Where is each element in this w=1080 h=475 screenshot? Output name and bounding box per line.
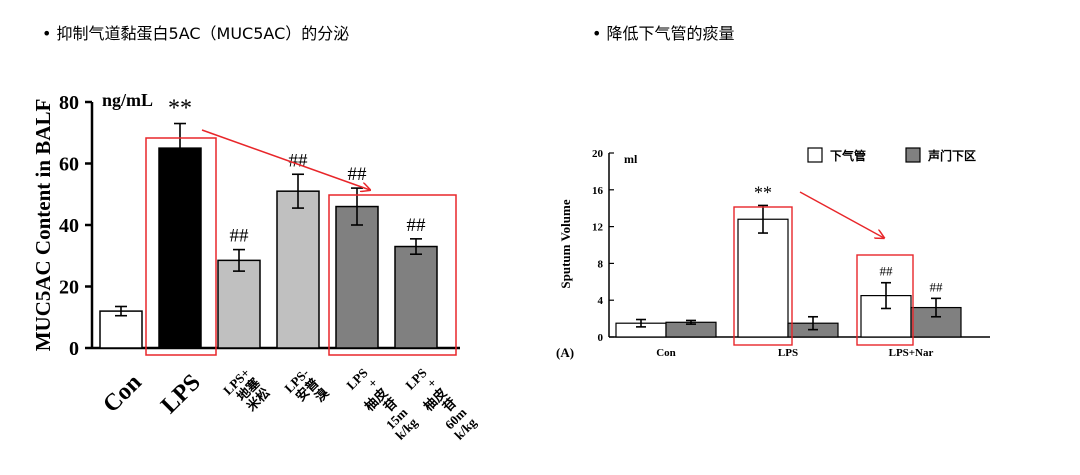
highlight-box-lps — [733, 206, 793, 346]
unit-label: ml — [624, 152, 638, 166]
error-bar — [233, 248, 245, 272]
legend-label: 声门下区 — [927, 148, 976, 163]
bar — [737, 218, 789, 338]
error-bar — [686, 319, 696, 325]
error-bar — [808, 315, 818, 331]
significance-label: ** — [754, 182, 772, 202]
significance-label: ## — [348, 164, 368, 185]
bar — [394, 245, 438, 349]
y-tick-label: 60 — [59, 154, 79, 176]
significance-label: ## — [230, 226, 250, 247]
y-tick-label: 0 — [598, 332, 604, 344]
x-tick-label: LPS+Nar — [889, 347, 934, 359]
x-tick-label: LPS — [778, 347, 798, 359]
bar — [276, 190, 320, 349]
legend-label: 下气管 — [830, 148, 866, 163]
error-bar — [636, 318, 646, 328]
y-tick-label: 8 — [598, 258, 604, 270]
error-bar — [758, 204, 768, 234]
legend-swatch — [905, 147, 921, 163]
bar — [158, 147, 202, 349]
y-tick-label: 20 — [592, 148, 604, 160]
y-tick-label: 16 — [592, 185, 604, 197]
red-arrow — [201, 129, 370, 190]
error-bar — [174, 122, 186, 174]
red-arrow — [799, 191, 884, 238]
y-tick-label: 0 — [69, 338, 79, 360]
muc5ac-chart: 0 20 40 60 80 ng/mL MUC5AC Content in BALF ** ##… — [31, 90, 480, 443]
error-bar — [931, 297, 941, 318]
y-tick-label: 4 — [598, 295, 604, 307]
error-bar — [410, 238, 422, 256]
error-bar — [881, 281, 891, 310]
right-heading: • 降低下气管的痰量 — [592, 24, 735, 43]
error-bar — [115, 305, 127, 317]
bar — [99, 310, 143, 349]
highlight-box-naringin — [328, 194, 457, 356]
y-axis-label: MUC5AC Content in BALF — [31, 99, 55, 352]
y-tick-label: 12 — [592, 222, 604, 234]
y-tick-label: 80 — [59, 92, 79, 114]
y-tick-label: 20 — [59, 277, 79, 299]
left-heading: • 抑制气道黏蛋白5AC（MUC5AC）的分泌 — [42, 24, 350, 43]
significance-label: ## — [930, 279, 944, 294]
x-tick-label: Con — [656, 347, 676, 359]
highlight-box-lps — [145, 137, 217, 356]
significance-label: ## — [407, 215, 427, 236]
bar — [217, 259, 261, 349]
error-bar — [292, 173, 304, 209]
panel-label: (A) — [556, 345, 574, 360]
y-axis-label: Sputum Volume — [558, 199, 573, 288]
highlight-box-nar — [856, 254, 914, 346]
unit-label: ng/mL — [102, 90, 153, 110]
legend-swatch — [807, 147, 823, 163]
bar — [335, 205, 379, 349]
significance-label: ** — [168, 96, 192, 122]
significance-label: ## — [880, 264, 894, 279]
y-tick-label: 40 — [59, 215, 79, 237]
